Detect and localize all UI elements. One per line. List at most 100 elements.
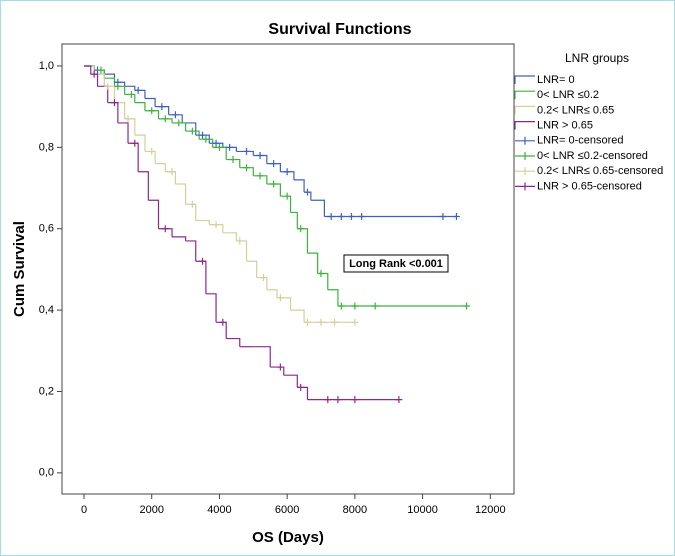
survival-step — [155, 163, 166, 172]
x-tick-label: 10000 — [407, 504, 438, 516]
survival-step — [290, 309, 305, 323]
y-tick-label: 0,2 — [39, 385, 54, 397]
legend-swatch — [515, 167, 535, 176]
x-tick-label: 8000 — [343, 504, 367, 516]
censor-mark — [351, 302, 359, 310]
censor-mark — [97, 66, 105, 74]
censor-mark — [317, 269, 325, 277]
y-tick-label: 0,0 — [39, 467, 54, 479]
survival-step — [138, 171, 149, 201]
survival-step — [253, 346, 271, 368]
survival-step — [185, 240, 197, 262]
censor-mark — [161, 115, 169, 123]
survival-step — [310, 199, 325, 217]
legend-title: LNR groups — [565, 51, 629, 65]
censor-mark — [199, 131, 207, 139]
survival-step — [246, 260, 258, 278]
censor-mark — [331, 318, 339, 326]
censor-mark — [148, 147, 156, 155]
censor-mark — [131, 139, 139, 147]
survival-step — [172, 236, 187, 241]
censor-mark — [175, 119, 183, 127]
x-tick-label: 12000 — [475, 504, 506, 516]
censor-mark — [127, 90, 135, 98]
censor-mark — [351, 396, 359, 404]
survival-step — [134, 101, 146, 111]
annotation-box — [343, 254, 449, 273]
censor-mark — [188, 127, 196, 135]
censor-mark — [134, 86, 142, 94]
censor-mark — [317, 318, 325, 326]
censor-mark — [303, 188, 311, 196]
survival-step — [327, 289, 339, 307]
censor-mark — [303, 318, 311, 326]
censor-mark — [219, 318, 227, 326]
survival-step — [307, 252, 319, 274]
censor-mark — [463, 302, 471, 310]
censor-mark — [212, 139, 220, 147]
x-tick-label: 4000 — [207, 504, 231, 516]
survival-step — [293, 179, 305, 193]
censor-mark — [202, 135, 210, 143]
censor-mark — [148, 107, 156, 115]
legend-label: 0.2< LNR≤ 0.65-censored — [537, 165, 663, 177]
legend-label: LNR > 0.65-censored — [537, 180, 642, 192]
y-tick-label: 0,8 — [39, 141, 54, 153]
censor-mark — [337, 213, 345, 221]
censor-mark — [212, 221, 220, 229]
survival-step — [205, 293, 217, 323]
censor-mark — [334, 396, 342, 404]
legend-swatch — [515, 152, 535, 160]
legend-swatch — [515, 182, 535, 191]
survival-step — [148, 199, 160, 229]
survival-step — [266, 289, 278, 298]
plot-frame — [61, 43, 515, 495]
chart-title: Survival Functions — [268, 21, 411, 38]
legend-swatch — [514, 121, 535, 130]
legend-swatch — [514, 75, 535, 84]
y-tick-label: 0,6 — [39, 223, 54, 235]
censor-mark — [215, 143, 223, 151]
censor-mark — [161, 225, 169, 233]
legend-label: 0< LNR ≤0.2 — [537, 89, 599, 101]
survival-step — [283, 374, 298, 388]
censor-mark — [256, 172, 264, 180]
censor-mark — [110, 99, 118, 107]
survival-step — [124, 85, 136, 91]
censor-mark — [276, 363, 284, 371]
censor-mark — [283, 192, 291, 200]
legend-label: LNR= 0 — [537, 74, 575, 86]
censor-mark — [199, 257, 207, 265]
survival-step — [144, 97, 156, 107]
censor-mark — [371, 302, 379, 310]
survival-step — [290, 211, 298, 229]
censor-mark — [114, 82, 122, 90]
survival-step — [175, 183, 187, 205]
survival-step — [222, 232, 237, 241]
legend-label: 0< LNR ≤0.2-censored — [537, 150, 648, 162]
annotation: Long Rank <0.001 — [349, 258, 443, 270]
legend-swatch — [514, 90, 535, 100]
x-tick-label: 6000 — [275, 504, 299, 516]
x-axis-label: OS (Days) — [252, 529, 324, 546]
censor-mark — [188, 200, 196, 208]
survival-step — [104, 77, 116, 87]
censor-mark — [452, 213, 460, 221]
censor-mark — [276, 294, 284, 302]
censor-mark — [124, 115, 132, 123]
censor-mark — [324, 396, 332, 404]
censor-mark — [270, 160, 278, 168]
legend-swatch — [515, 136, 535, 145]
censor-mark — [171, 111, 179, 119]
censor-mark — [347, 213, 355, 221]
censor-mark — [243, 164, 251, 172]
survival-step — [84, 65, 92, 75]
legend-swatch — [514, 105, 535, 115]
censor-mark — [236, 237, 244, 245]
censor-mark — [297, 225, 305, 233]
censor-mark — [358, 213, 366, 221]
y-tick-label: 0,4 — [39, 304, 54, 316]
